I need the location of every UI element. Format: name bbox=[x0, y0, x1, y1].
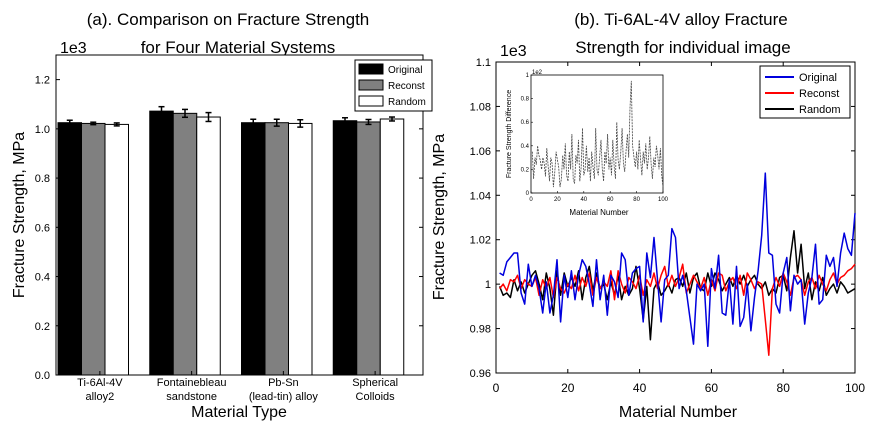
bar-chart-title-line-2: for Four Material Systems bbox=[141, 38, 336, 57]
y-tick-label: 0.6 bbox=[35, 222, 50, 234]
line-chart-series bbox=[498, 172, 856, 356]
bar-random bbox=[288, 122, 313, 376]
x-tick-label: alloy2 bbox=[86, 391, 115, 403]
inset-y-axis-label: Fracture Strength Difference bbox=[506, 90, 513, 178]
legend-label: Reconst bbox=[799, 88, 839, 100]
bar-random bbox=[379, 118, 405, 376]
inset-y-tick-label: 0.8 bbox=[521, 97, 530, 103]
legend-swatch-reconst bbox=[358, 79, 384, 91]
x-tick-label: 40 bbox=[633, 381, 647, 395]
x-tick-label: 80 bbox=[777, 381, 791, 395]
inset-x-tick-label: 40 bbox=[580, 197, 587, 203]
inset-y-tick-label: 0.6 bbox=[521, 120, 530, 126]
x-tick-label: Pb-Sn bbox=[268, 377, 299, 389]
bar-chart-title-line-1: (a). Comparison on Fracture Strength bbox=[87, 10, 370, 29]
x-tick-label: (lead-tin) alloy bbox=[249, 391, 319, 403]
bar-reconst bbox=[264, 122, 289, 376]
y-tick-label: 1.04 bbox=[470, 190, 491, 202]
y-tick-label: 1.0 bbox=[35, 124, 50, 136]
bar-original bbox=[149, 110, 174, 376]
inset-y-tick-label: 0.2 bbox=[521, 167, 530, 173]
x-tick-label: 0 bbox=[493, 381, 500, 395]
inset-y-tick-label: 0 bbox=[526, 191, 530, 197]
bar-chart-legend: Original Reconst Random bbox=[354, 59, 433, 112]
x-tick-label: 20 bbox=[561, 381, 575, 395]
y-tick-label: 0.2 bbox=[35, 321, 50, 333]
legend-label: Random bbox=[388, 97, 426, 108]
legend-swatch-random bbox=[358, 95, 384, 107]
bar-original bbox=[57, 122, 82, 376]
bar-random bbox=[196, 116, 221, 376]
inset-x-axis-label: Material Number bbox=[569, 208, 628, 217]
y-tick-label: 1 bbox=[485, 279, 491, 291]
y-tick-label: 1.1 bbox=[476, 57, 491, 69]
inset-y-tick-label: 1 bbox=[526, 73, 530, 79]
legend-label: Original bbox=[799, 72, 837, 84]
y-tick-label: 0.0 bbox=[35, 370, 50, 382]
y-tick-label: 1.2 bbox=[35, 75, 50, 87]
inset-y-tick-label: 0.4 bbox=[521, 144, 530, 150]
y-tick-label: 0.98 bbox=[470, 324, 491, 336]
y-tick-label: 0.4 bbox=[35, 272, 50, 284]
line-chart-title-line-2: Strength for individual image bbox=[575, 38, 790, 57]
bar-chart-x-axis: Ti-6Al-4V alloy2 Fontainebleau sandstone Pb-… bbox=[77, 371, 398, 403]
bar-original bbox=[241, 122, 266, 376]
bar-chart-x-axis-label: Material Type bbox=[191, 404, 287, 421]
series-line-original bbox=[499, 172, 856, 348]
inset-x-tick-label: 100 bbox=[658, 197, 669, 203]
y-tick-label: 1.06 bbox=[470, 146, 491, 158]
y-tick-label: 1.08 bbox=[470, 101, 491, 113]
line-chart-panel: (b). Ti-6AL-4V alloy Fracture Strength f… bbox=[431, 10, 865, 421]
bar-chart-panel: (a). Comparison on Fracture Strength for… bbox=[11, 10, 433, 421]
x-tick-label: 60 bbox=[705, 381, 719, 395]
bar-reconst bbox=[172, 112, 198, 376]
x-tick-label: Ti-6Al-4V bbox=[77, 377, 123, 389]
legend-swatch-original bbox=[358, 63, 384, 75]
inset-series-line bbox=[531, 80, 664, 188]
x-tick-label: Colloids bbox=[356, 391, 396, 403]
x-tick-label: Fontainebleau bbox=[157, 377, 227, 389]
x-tick-label: 100 bbox=[845, 381, 865, 395]
bar-reconst bbox=[81, 122, 106, 376]
bar-chart-scale-label: 1e3 bbox=[60, 40, 87, 57]
inset-scale-label: 1e2 bbox=[532, 70, 543, 76]
inset-x-tick-label: 20 bbox=[554, 197, 561, 203]
inset-chart: 1e2 Material Number Fracture Strength Di… bbox=[506, 70, 669, 218]
y-tick-label: 0.96 bbox=[470, 368, 491, 380]
line-chart-title-line-1: (b). Ti-6AL-4V alloy Fracture bbox=[574, 10, 788, 29]
inset-x-tick-label: 80 bbox=[633, 197, 640, 203]
x-tick-label: sandstone bbox=[166, 391, 217, 403]
line-chart-legend: Original Reconst Random bbox=[759, 65, 851, 119]
legend-label: Reconst bbox=[388, 81, 425, 92]
bar-reconst bbox=[356, 121, 381, 376]
bar-chart-y-axis-label: Fracture Strength, MPa bbox=[11, 132, 28, 298]
bar-chart-bars bbox=[57, 105, 405, 376]
bar-original bbox=[332, 120, 358, 376]
legend-label: Random bbox=[799, 104, 841, 116]
line-chart-y-axis-label: Fracture Strength, MPa bbox=[431, 134, 448, 300]
line-chart-x-axis-label: Material Number bbox=[619, 404, 738, 421]
y-tick-label: 1.02 bbox=[470, 235, 491, 247]
inset-x-tick-label: 0 bbox=[529, 197, 533, 203]
x-tick-label: Spherical bbox=[352, 377, 398, 389]
y-tick-label: 0.8 bbox=[35, 173, 50, 185]
inset-plot-area bbox=[530, 74, 664, 194]
line-chart-scale-label: 1e3 bbox=[500, 43, 527, 60]
inset-x-tick-label: 60 bbox=[607, 197, 614, 203]
bar-random bbox=[104, 123, 129, 376]
legend-label: Original bbox=[388, 65, 422, 76]
